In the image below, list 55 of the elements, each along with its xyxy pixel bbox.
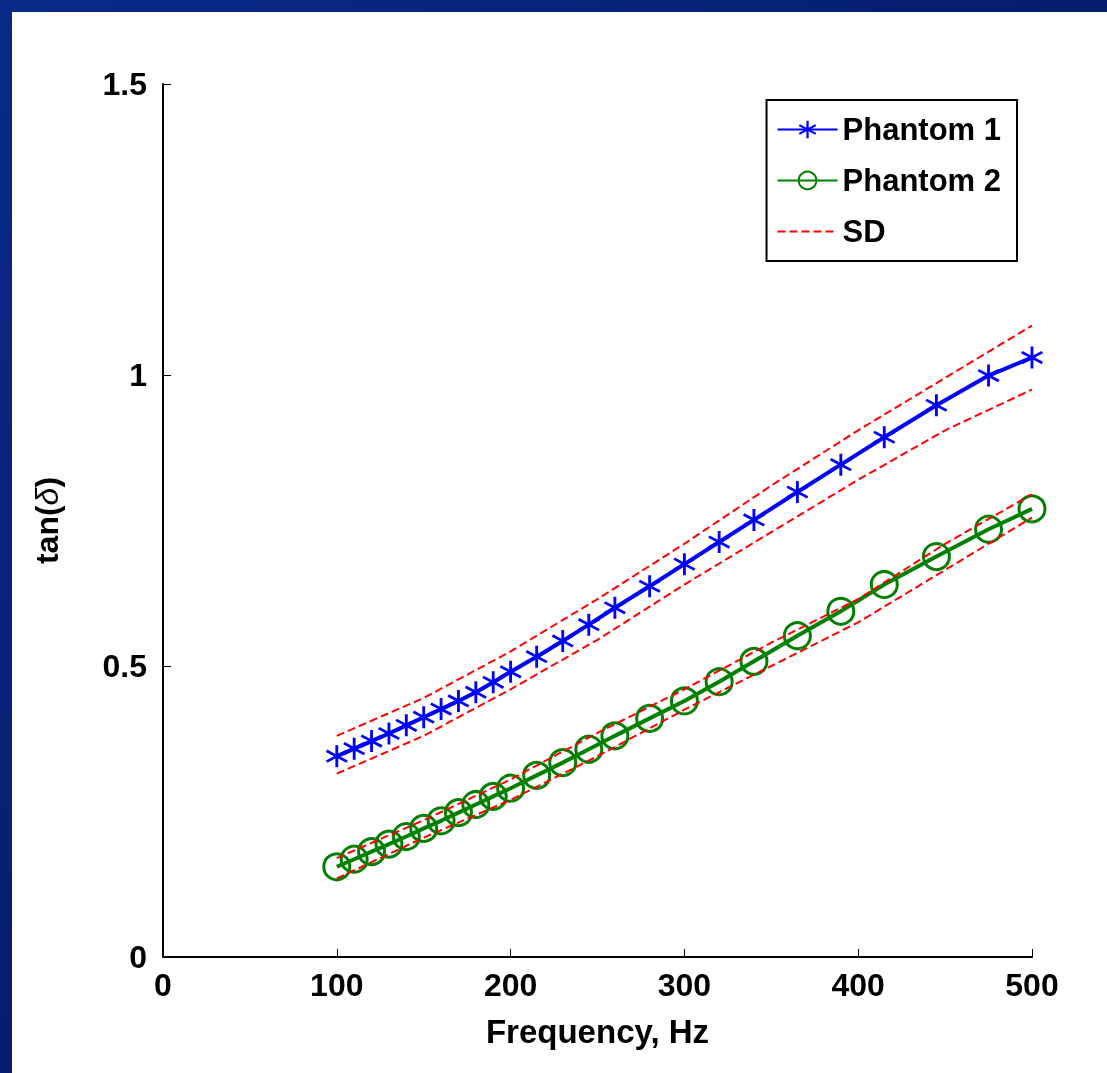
point	[708, 531, 731, 554]
point	[374, 829, 404, 859]
point	[325, 745, 348, 768]
point	[925, 394, 948, 417]
point	[577, 613, 600, 636]
point	[412, 706, 435, 729]
legend-label: Phantom 1	[842, 112, 1001, 147]
point	[829, 453, 852, 476]
point	[430, 698, 453, 721]
x-tick-label: 500	[1005, 967, 1059, 1003]
point	[638, 575, 661, 598]
point	[826, 596, 856, 626]
point	[443, 798, 473, 828]
point	[496, 773, 526, 803]
point	[525, 645, 548, 668]
point	[1017, 494, 1047, 524]
point	[447, 689, 470, 712]
point	[782, 621, 812, 651]
y-tick-label: 0.5	[102, 648, 147, 684]
point	[600, 721, 630, 751]
point	[873, 426, 896, 449]
point	[482, 671, 505, 694]
legend-label: SD	[842, 214, 886, 249]
point	[464, 681, 487, 704]
x-tick-label: 400	[831, 967, 885, 1003]
point	[478, 781, 508, 811]
point	[786, 480, 809, 503]
y-tick-label: 1.5	[102, 66, 147, 102]
point	[977, 364, 1000, 387]
point	[426, 806, 456, 836]
y-axis-title: tan(δ)	[29, 476, 65, 565]
point	[603, 596, 626, 619]
point	[673, 553, 696, 576]
point	[391, 822, 421, 852]
point	[395, 714, 418, 737]
x-axis-title: Frequency, Hz	[485, 1013, 710, 1050]
y-tick-label: 1	[129, 357, 147, 393]
y-tick-label: 0	[129, 939, 147, 975]
point	[869, 570, 899, 600]
x-tick-label: 0	[154, 967, 172, 1003]
point	[322, 852, 352, 882]
point	[343, 737, 366, 760]
point	[360, 730, 383, 753]
point	[1021, 346, 1043, 369]
point	[522, 760, 552, 790]
point	[551, 629, 574, 652]
x-tick-label: 100	[310, 967, 364, 1003]
x-tick-label: 200	[483, 967, 538, 1003]
point	[357, 837, 387, 867]
point	[742, 508, 765, 531]
point	[921, 542, 951, 572]
x-tick-label: 300	[657, 967, 712, 1003]
point	[499, 660, 522, 683]
legend-label: Phantom 2	[842, 163, 1001, 198]
point	[548, 748, 578, 778]
